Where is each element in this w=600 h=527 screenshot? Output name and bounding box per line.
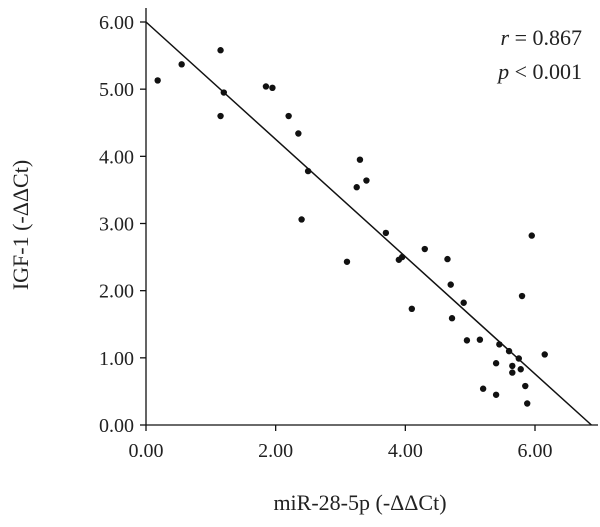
y-axis-title: IGF-1 (-ΔΔCt)	[8, 160, 33, 290]
data-point	[298, 216, 305, 223]
r-value: = 0.867	[509, 25, 582, 50]
data-point	[178, 61, 185, 68]
data-point	[524, 400, 531, 407]
data-point	[285, 112, 292, 120]
y-tick-label: 1.00	[99, 348, 134, 370]
data-point	[363, 177, 370, 184]
data-point	[217, 47, 224, 54]
data-point	[295, 130, 302, 137]
data-point	[509, 369, 516, 376]
x-tick-label: 2.00	[258, 440, 293, 462]
data-point	[460, 299, 467, 306]
data-point	[518, 292, 526, 300]
data-point	[496, 341, 503, 348]
data-point	[408, 305, 416, 313]
data-point	[528, 232, 535, 239]
p-value: < 0.001	[509, 59, 582, 84]
data-point	[509, 362, 516, 370]
y-tick-label: 4.00	[99, 146, 134, 168]
data-point	[217, 112, 224, 120]
data-point	[479, 385, 487, 392]
data-point	[517, 366, 524, 373]
data-point	[154, 77, 161, 84]
data-point	[304, 167, 312, 175]
y-tick-label: 2.00	[99, 281, 134, 303]
r-annotation: r = 0.867	[501, 25, 582, 50]
plot-area: 0.00 2.00 4.00 6.00 0.00 1.00 2.00 3.00 4.00 5.00…	[99, 8, 598, 462]
data-point	[505, 347, 513, 355]
x-tick-label: 4.00	[388, 440, 423, 462]
data-point	[447, 281, 454, 288]
data-point	[515, 355, 522, 362]
data-point	[398, 253, 406, 261]
data-point	[492, 360, 500, 367]
p-symbol: p	[496, 59, 509, 84]
data-point	[522, 382, 529, 390]
data-point	[541, 351, 548, 358]
data-point	[356, 156, 364, 163]
data-point	[421, 245, 428, 253]
data-point	[262, 83, 270, 90]
y-tick-label: 3.00	[99, 214, 134, 236]
y-tick-label: 6.00	[99, 12, 134, 34]
stats-annotation: r = 0.867 p < 0.001	[496, 25, 582, 84]
data-point	[343, 258, 351, 265]
data-point	[269, 84, 276, 92]
data-point	[476, 336, 484, 343]
data-point	[220, 89, 227, 96]
x-axis-title: miR-28-5p (-ΔΔCt)	[273, 490, 446, 515]
p-annotation: p < 0.001	[496, 59, 582, 84]
x-tick-label: 0.00	[129, 440, 164, 462]
data-point	[353, 184, 360, 191]
data-point	[448, 315, 456, 322]
data-point	[463, 337, 471, 344]
data-point	[444, 255, 451, 263]
data-point	[492, 391, 500, 398]
r-symbol: r	[501, 25, 510, 50]
y-tick-label: 0.00	[99, 415, 134, 437]
x-tick-label: 6.00	[518, 440, 553, 462]
data-point	[382, 229, 390, 237]
y-tick-label: 5.00	[99, 79, 134, 101]
